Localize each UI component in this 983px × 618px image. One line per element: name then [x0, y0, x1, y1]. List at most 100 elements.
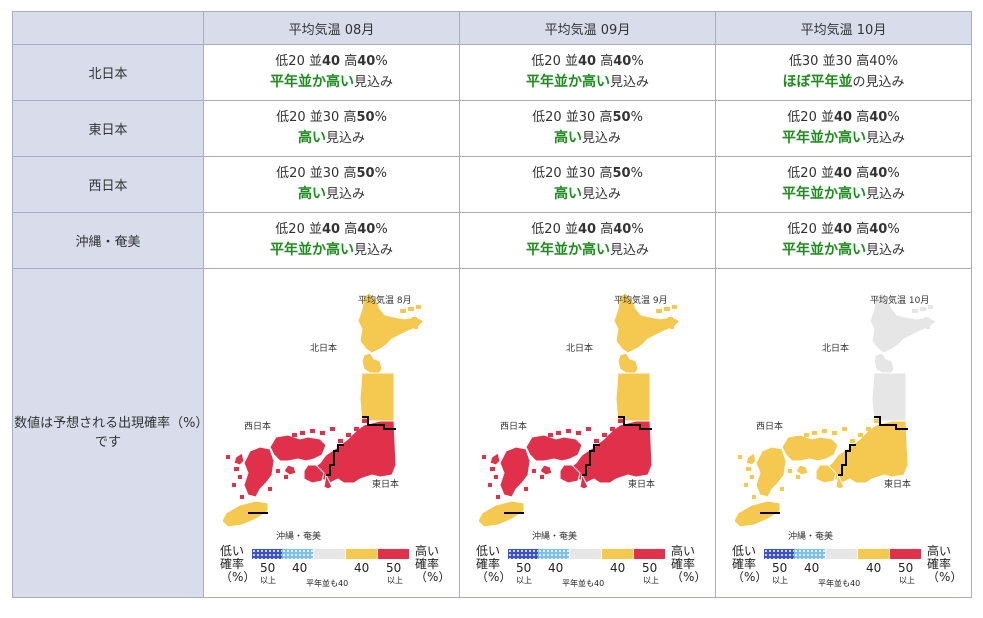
low-label: 低 — [532, 166, 546, 181]
island-mark — [490, 467, 495, 471]
region-area-west — [835, 473, 845, 490]
legend-num-50-right: 50 — [898, 561, 914, 575]
probability-line: 低20 並40 高40% — [204, 220, 459, 240]
legend-num-40-left: 40 — [292, 561, 308, 575]
low-value: 20 — [545, 166, 562, 181]
percent-sign: % — [374, 166, 387, 181]
legend-num-50-right: 50 — [386, 561, 402, 575]
outlook-suffix: 見込み — [609, 75, 649, 90]
region-area-north — [357, 292, 425, 354]
island-mark — [656, 309, 662, 313]
high-value: 40 — [357, 222, 376, 237]
legend-prob-word: 確率 — [476, 557, 501, 571]
island-mark — [780, 487, 784, 491]
legend-unit-right: （%） — [415, 570, 451, 584]
outlook-line: 平年並か高い見込み — [716, 128, 971, 149]
legend-ijo-left: 以上 — [516, 576, 532, 585]
island-mark — [238, 475, 242, 479]
outlook-line: 平年並か高い見込み — [204, 72, 459, 93]
forecast-table: 平均気温 08月 平均気温 09月 平均気温 10月 北日本 低20 並40 高4… — [12, 11, 972, 598]
legend-num-50-left: 50 — [516, 561, 532, 575]
legend-num-40-left: 40 — [804, 561, 820, 575]
japan-map-shape — [221, 292, 425, 528]
legend-bar-normal — [314, 549, 345, 559]
island-mark — [494, 475, 498, 479]
outlook-line: 平年並か高い見込み — [460, 72, 715, 93]
island-mark — [556, 431, 561, 435]
outlook-line: 高い見込み — [460, 184, 715, 205]
percent-sign: % — [630, 166, 643, 181]
mid-value: 30 — [578, 110, 596, 125]
forecast-cell: 低20 並40 高40% 平年並か高い見込み — [459, 212, 716, 269]
legend-prob-word-right: 確率 — [671, 557, 696, 571]
outlook-text: 平年並か高い — [781, 242, 866, 258]
island-mark — [746, 467, 751, 471]
header-row: 平均気温 08月 平均気温 09月 平均気温 10月 — [12, 11, 972, 45]
region-row: 西日本 低20 並30 高50% 高い見込み 低20 並30 高50% 高い見込み 低20… — [12, 156, 972, 213]
island-mark — [926, 325, 930, 329]
outlook-suffix: の見込み — [852, 75, 905, 90]
outlook-text: ほぼ平年並 — [782, 74, 853, 90]
mid-label: 並 — [308, 222, 322, 237]
legend-bar-normal — [570, 549, 601, 559]
low-label: 低 — [531, 222, 545, 237]
outlook-suffix: 見込み — [581, 187, 621, 202]
mid-value: 40 — [834, 110, 853, 125]
percent-sign: % — [887, 110, 900, 125]
island-mark — [750, 475, 754, 479]
island-mark — [362, 419, 367, 423]
legend-bar-low — [282, 549, 313, 559]
outlook-line: 高い見込み — [204, 184, 459, 205]
percent-sign: % — [630, 110, 643, 125]
region-row: 沖縄・奄美 低20 並40 高40% 平年並か高い見込み 低20 並40 高40% 平年… — [12, 212, 972, 269]
forecast-cell: 低20 並40 高40% 平年並か高い見込み — [715, 212, 972, 269]
island-mark — [874, 419, 879, 423]
region-area-west — [233, 452, 245, 466]
region-label: 北日本 — [12, 44, 204, 101]
forecast-cell: 低20 並30 高50% 高い見込み — [459, 100, 716, 157]
island-mark — [668, 317, 673, 321]
mid-value: 40 — [578, 54, 597, 69]
mid-label: 並 — [565, 166, 579, 181]
legend-high-word: 高い — [415, 544, 440, 558]
legend-bar-high-strong — [890, 549, 921, 559]
legend-normal-note: 平年並も40 — [562, 579, 605, 588]
legend-ijo-right: 以上 — [899, 576, 915, 585]
percent-sign: % — [885, 54, 899, 69]
low-label: 低 — [275, 54, 289, 69]
high-value: 50 — [356, 110, 375, 125]
high-label: 高 — [600, 222, 614, 237]
forecast-cell: 低20 並30 高50% 高い見込み — [203, 100, 460, 157]
legend-normal-note: 平年並も40 — [306, 579, 349, 588]
region-label: 沖縄・奄美 — [12, 212, 204, 269]
legend-bar-low-high — [764, 549, 795, 559]
legend-num-50-left: 50 — [772, 561, 788, 575]
island-mark — [804, 433, 809, 437]
percent-sign: % — [887, 166, 900, 181]
low-value: 20 — [289, 166, 306, 181]
island-mark — [796, 475, 800, 479]
island-mark — [482, 455, 486, 459]
probability-line: 低20 並30 高50% — [460, 164, 715, 184]
legend-high-word: 高い — [671, 544, 696, 558]
region-border — [618, 416, 652, 430]
low-value: 20 — [545, 110, 562, 125]
legend-ijo-left: 以上 — [260, 576, 276, 585]
region-area-west — [303, 464, 325, 484]
legend-bar-high — [858, 549, 889, 559]
island-mark — [924, 317, 929, 321]
high-label: 高 — [344, 222, 358, 237]
outlook-suffix: 見込み — [865, 131, 905, 146]
island-mark — [400, 309, 406, 313]
island-mark — [268, 487, 272, 491]
region-border — [582, 444, 600, 476]
legend-num-50-right: 50 — [642, 561, 658, 575]
high-label: 高 — [856, 222, 870, 237]
legend-bar-low-high — [252, 549, 283, 559]
island-mark — [576, 431, 581, 435]
island-mark — [292, 433, 297, 437]
probability-line: 低20 並40 高40% — [204, 52, 459, 72]
legend-high-word: 高い — [927, 544, 952, 558]
outlook-text: 平年並か高い — [781, 130, 866, 146]
island-mark — [320, 431, 325, 435]
